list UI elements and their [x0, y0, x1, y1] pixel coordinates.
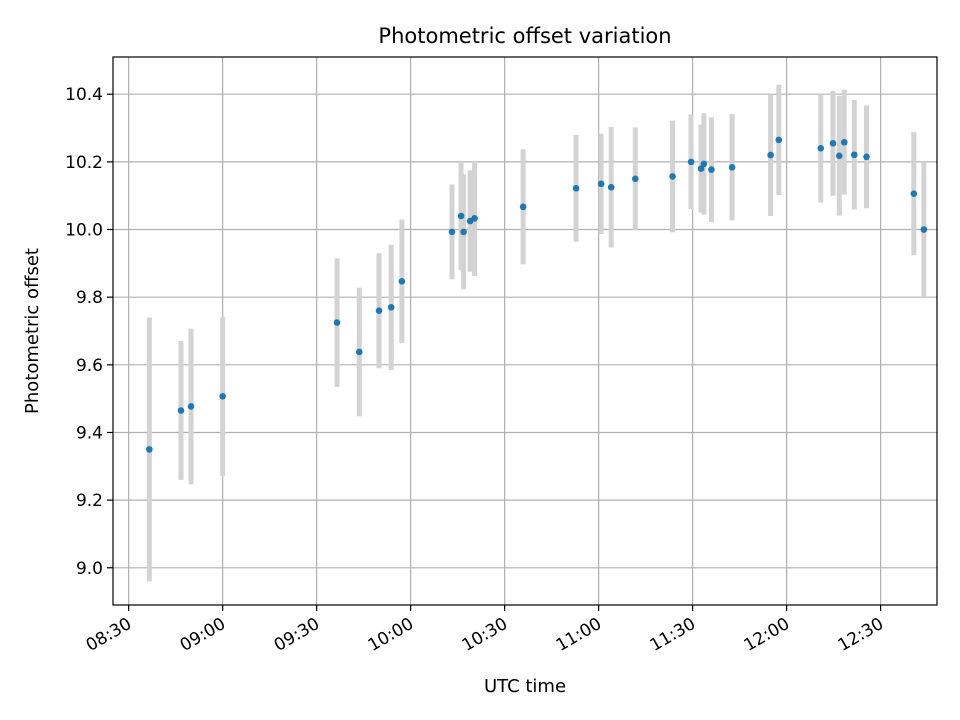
y-axis-label: Photometric offset — [22, 248, 43, 414]
x-axis-label: UTC time — [484, 676, 566, 697]
y-axis-ticks: 9.0 9.2 9.4 9.6 9.8 10.0 10.2 10.4 — [65, 85, 113, 579]
data-point — [687, 158, 695, 166]
data-point — [448, 228, 456, 236]
data-points — [146, 136, 928, 453]
x-tick-label: 09:30 — [271, 614, 323, 656]
plot-background — [113, 57, 937, 605]
x-tick-label: 12:00 — [741, 614, 793, 656]
y-tick-label: 9.4 — [76, 423, 103, 443]
data-point — [840, 138, 848, 146]
data-point — [146, 446, 153, 453]
data-point — [355, 348, 363, 356]
data-point — [863, 153, 870, 161]
x-axis-ticks: 08:30 09:00 09:30 10:00 10:30 11:00 11:30 12:00… — [83, 605, 887, 656]
y-tick-label: 10.4 — [65, 85, 103, 105]
data-point — [850, 151, 858, 159]
data-point — [697, 165, 705, 172]
data-point — [572, 184, 580, 192]
data-point — [457, 212, 465, 220]
data-point — [835, 152, 843, 160]
y-tick-label: 9.0 — [76, 559, 103, 579]
data-point — [333, 319, 341, 326]
x-tick-label: 08:30 — [83, 614, 135, 656]
y-tick-label: 10.2 — [65, 153, 103, 173]
data-point — [519, 203, 527, 211]
data-point — [398, 277, 406, 285]
y-tick-label: 9.2 — [76, 491, 103, 511]
data-point — [607, 183, 615, 191]
data-point — [471, 215, 478, 222]
data-point — [708, 166, 715, 173]
x-tick-label: 11:30 — [647, 614, 699, 656]
y-tick-label: 9.6 — [76, 356, 103, 376]
data-point — [920, 226, 928, 233]
data-point — [775, 136, 783, 144]
data-point — [728, 163, 736, 171]
data-point — [219, 392, 226, 400]
y-tick-label: 10.0 — [65, 221, 103, 241]
data-point — [597, 180, 605, 188]
data-point — [177, 407, 185, 414]
data-point — [767, 151, 774, 159]
data-point — [910, 190, 918, 197]
data-point — [631, 175, 639, 183]
chart-title: Photometric offset variation — [378, 24, 671, 48]
x-tick-label: 10:00 — [365, 614, 417, 656]
grid-lines — [113, 57, 937, 605]
data-point — [817, 145, 825, 152]
x-tick-label: 09:00 — [177, 614, 229, 656]
data-point — [460, 228, 467, 236]
data-point — [829, 139, 837, 147]
x-tick-label: 11:00 — [553, 614, 605, 656]
data-point — [669, 173, 676, 180]
data-point — [187, 403, 195, 410]
x-tick-label: 10:30 — [459, 614, 511, 656]
y-tick-label: 9.8 — [76, 288, 103, 308]
data-point — [387, 304, 395, 311]
plot-frame — [112, 56, 938, 606]
x-tick-label: 12:30 — [835, 614, 887, 656]
data-point — [375, 307, 383, 315]
data-point — [700, 160, 708, 168]
